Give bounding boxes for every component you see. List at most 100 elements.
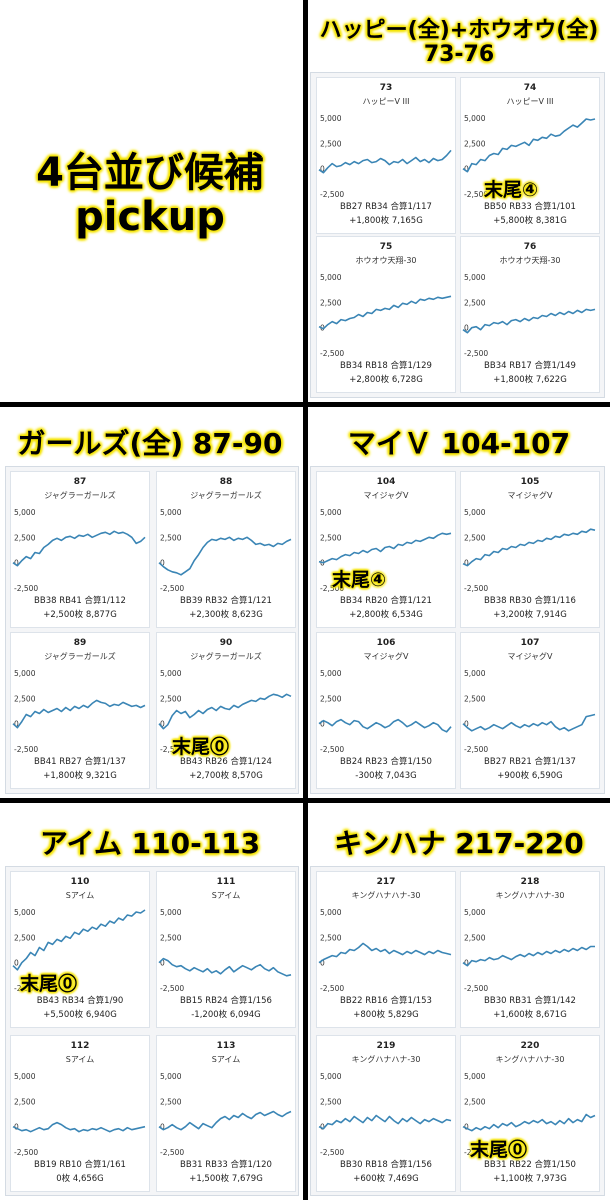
y-tick-label: -2,500 — [160, 584, 184, 593]
machine-name: Sアイム — [211, 891, 241, 900]
horizontal-divider-1 — [0, 402, 610, 407]
chart-number: 218 — [520, 877, 540, 887]
chart-card-112: 112 Sアイム 5,000 2,500 0 -2,500 BB19 RB10 合算1/16… — [10, 1035, 150, 1192]
chart-card-113: 113 Sアイム 5,000 2,500 0 -2,500 BB31 RB33 合算1/12… — [156, 1035, 296, 1192]
bonus-stats: BB19 RB10 合算1/161 — [34, 1160, 126, 1170]
bonus-stats: BB30 RB18 合算1/156 — [340, 1160, 432, 1170]
chart-card-76: 76 ホウオウ天翔-30 5,000 2,500 0 -2,500 BB34 RB17 合算… — [460, 236, 600, 393]
machine-name: マイジャグV — [363, 652, 409, 661]
chart-number: 217 — [376, 877, 396, 887]
result-stats: +800枚 5,829G — [353, 1010, 419, 1020]
y-tick-label: -2,500 — [464, 1148, 488, 1157]
series-line — [462, 528, 596, 567]
series-line — [318, 942, 452, 964]
section-title-happy-line-2: 73-76 — [423, 42, 495, 67]
result-stats: +2,800枚 6,728G — [349, 375, 423, 385]
y-tick-label: -2,500 — [464, 745, 488, 754]
series-line — [158, 693, 292, 730]
y-tick-label: -2,500 — [14, 745, 38, 754]
result-stats: +1,500枚 7,679G — [189, 1174, 263, 1184]
y-tick-label: 0 — [14, 559, 19, 568]
y-tick-label: -2,500 — [320, 984, 344, 993]
y-tick-label: 0 — [160, 1123, 165, 1132]
bonus-stats: BB38 RB30 合算1/116 — [484, 596, 576, 606]
chart-number: 76 — [523, 242, 537, 252]
section-title-myjug: マイＶ 104-107 — [347, 427, 571, 460]
result-stats: +5,500枚 6,940G — [43, 1010, 117, 1020]
chart-number: 110 — [70, 877, 90, 887]
result-stats: +600枚 7,469G — [353, 1174, 419, 1184]
series-line — [318, 532, 452, 564]
result-stats: +1,800枚 9,321G — [43, 771, 117, 781]
result-stats: +5,800枚 8,381G — [493, 216, 567, 226]
y-tick-label: -2,500 — [320, 1148, 344, 1157]
y-tick-label: -2,500 — [14, 1148, 38, 1157]
series-line — [462, 308, 596, 334]
bonus-stats: BB34 RB20 合算1/121 — [340, 596, 432, 606]
y-tick-label: 0 — [320, 1123, 325, 1132]
y-tick-label: 5,000 — [160, 1072, 182, 1081]
y-tick-label: 2,500 — [320, 933, 342, 942]
bonus-stats: BB27 RB34 合算1/117 — [340, 202, 432, 212]
chart-number: 89 — [73, 638, 87, 648]
y-tick-label: 2,500 — [320, 298, 342, 307]
series-line — [12, 699, 146, 729]
machine-name: マイジャグV — [363, 491, 409, 500]
y-tick-label: 2,500 — [464, 139, 486, 148]
chart-number: 104 — [376, 477, 396, 487]
y-tick-label: 5,000 — [464, 273, 486, 282]
chart-number: 113 — [216, 1041, 236, 1051]
y-tick-label: 2,500 — [320, 694, 342, 703]
callout-suffix-label: 末尾④ — [332, 569, 387, 591]
y-tick-label: 5,000 — [160, 669, 182, 678]
series-line — [462, 945, 595, 967]
chart-card-73: 73 ハッピーV III 5,000 2,500 0 -2,500 BB27 RB34 合算… — [316, 77, 456, 234]
y-tick-label: 0 — [14, 1123, 19, 1132]
y-tick-label: 0 — [160, 559, 165, 568]
chart-number: 107 — [520, 638, 540, 648]
result-stats: +1,600枚 8,671G — [493, 1010, 567, 1020]
series-line — [12, 909, 146, 971]
y-tick-label: 5,000 — [320, 273, 342, 282]
bonus-stats: BB30 RB31 合算1/142 — [484, 996, 576, 1006]
y-tick-label: 5,000 — [14, 508, 36, 517]
machine-name: ホウオウ天翔-30 — [355, 256, 417, 265]
y-tick-label: 0 — [464, 324, 469, 333]
callout-suffix-label: 末尾⓪ — [470, 1139, 528, 1161]
intro-line-1: 4台並び候補 — [36, 150, 264, 196]
machine-name: ハッピーV III — [506, 97, 554, 106]
y-tick-label: -2,500 — [464, 190, 488, 199]
y-tick-label: 0 — [14, 959, 19, 968]
chart-number: 74 — [523, 83, 537, 93]
chart-card-90: 90 ジャグラーガールズ 5,000 2,500 0 -2,500 BB43 RB26 合算… — [156, 632, 296, 789]
y-tick-label: 5,000 — [160, 508, 182, 517]
result-stats: +3,200枚 7,914G — [493, 610, 567, 620]
bonus-stats: BB34 RB17 合算1/149 — [484, 361, 576, 371]
series-line — [318, 1114, 452, 1130]
y-tick-label: 2,500 — [160, 1097, 182, 1106]
y-tick-label: 0 — [160, 720, 165, 729]
y-tick-label: 5,000 — [14, 908, 36, 917]
bonus-stats: BB43 RB26 合算1/124 — [180, 757, 272, 767]
y-tick-label: 5,000 — [320, 908, 342, 917]
series-line — [462, 1113, 596, 1132]
y-tick-label: -2,500 — [464, 984, 488, 993]
y-tick-label: -2,500 — [320, 745, 344, 754]
series-line — [158, 957, 292, 977]
y-tick-label: -2,500 — [14, 584, 38, 593]
y-tick-label: 2,500 — [14, 1097, 36, 1106]
bonus-stats: BB22 RB16 合算1/153 — [340, 996, 432, 1006]
machine-name: ジャグラーガールズ — [190, 652, 262, 661]
series-line — [318, 149, 452, 174]
